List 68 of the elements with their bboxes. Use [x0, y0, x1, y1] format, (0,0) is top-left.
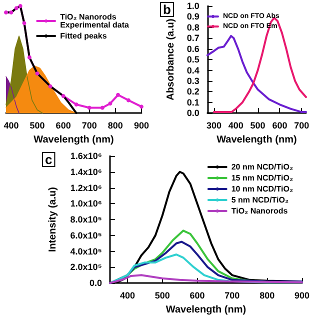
point — [61, 94, 66, 98]
y-tick-label: 0.5 — [186, 54, 200, 65]
y-tick-label: 1.2x10⁶ — [70, 182, 102, 193]
y-tick-label: 0.0 — [186, 108, 200, 118]
y-tick-label: 0.0 — [89, 278, 102, 288]
y-tick-label: 6.0x10⁵ — [70, 230, 102, 240]
legend-label: Fitted peaks — [60, 32, 108, 40]
point — [108, 101, 112, 106]
x-tick-label: 400 — [228, 120, 244, 131]
x-axis-title: Wavelength (nm) — [216, 134, 297, 146]
x-tick-label: 700 — [82, 120, 97, 131]
legend-label: TiO₂ Nanorods — [231, 206, 288, 216]
y-tick-label: 0.7 — [186, 33, 200, 44]
x-tick-label: 700 — [224, 290, 240, 301]
y-axis-title: Absorbance (a.u) — [166, 18, 176, 100]
x-tick-label: 600 — [190, 290, 205, 301]
point — [27, 55, 32, 60]
point — [4, 10, 8, 14]
legend-label: TiO₂ Nanorods Experimental data — [60, 12, 130, 30]
x-tick-label: 600 — [56, 120, 71, 131]
point — [35, 71, 40, 76]
legend-label: 10 nm NCD/TiO₂ — [231, 184, 294, 194]
x-tick-label: 600 — [272, 120, 288, 131]
point — [48, 84, 52, 88]
point — [126, 98, 130, 102]
y-tick-label: 0.8 — [186, 22, 200, 32]
point — [14, 6, 18, 10]
y-tick-label: 0.2 — [186, 86, 200, 97]
x-axis-title: Wavelength (nm) — [34, 134, 114, 146]
y-tick-label: 0.4 — [186, 65, 200, 76]
x-axis-title: Wavelength (nm) — [166, 304, 246, 316]
y-tick-label: 1.0x10⁶ — [70, 198, 102, 209]
y-tick-label: 4.0x10⁵ — [70, 246, 102, 256]
x-tick-label: 800 — [108, 120, 123, 131]
y-axis-title: Intensity (a.u) — [48, 187, 58, 252]
y-tick-label: 0.3 — [186, 76, 200, 86]
point — [9, 10, 14, 14]
y-tick-label: 1.0 — [186, 1, 200, 11]
legend-label: 15 nm NCD/TiO₂ — [231, 174, 294, 182]
point — [116, 92, 120, 97]
point — [100, 106, 104, 110]
point — [74, 102, 78, 107]
x-tick-label: 700 — [294, 120, 310, 131]
legend-label: 5 nm NCD/TiO₂ — [231, 196, 289, 204]
x-tick-label: 400 — [120, 290, 135, 301]
legend-label: 20 nm NCD/TiO₂ — [231, 162, 294, 172]
y-tick-label: 0.1 — [186, 97, 200, 108]
point — [18, 4, 22, 8]
text: c — [45, 152, 52, 167]
y-tick-label: 2.0x10⁵ — [70, 262, 102, 272]
line-series — [212, 16, 307, 114]
y-tick-label: 1.4x10⁶ — [70, 166, 102, 177]
x-tick-label: 500 — [154, 290, 170, 301]
text: b — [163, 2, 171, 17]
y-tick-label: 1.6x10⁶ — [70, 151, 102, 161]
x-tick-label: 900 — [294, 290, 310, 301]
x-tick-label: 900 — [134, 120, 150, 131]
point — [22, 21, 26, 26]
point — [87, 106, 92, 110]
x-tick-label: 400 — [4, 120, 19, 131]
x-tick-label: 800 — [260, 290, 275, 301]
point — [139, 104, 144, 109]
x-tick-label: 500 — [250, 120, 266, 131]
x-tick-label: 500 — [30, 120, 45, 131]
y-tick-label: 0.9 — [186, 12, 200, 22]
y-tick-label: 8.0x10⁵ — [70, 214, 102, 225]
y-tick-label: 0.6 — [186, 44, 200, 54]
x-tick-label: 300 — [206, 120, 222, 131]
